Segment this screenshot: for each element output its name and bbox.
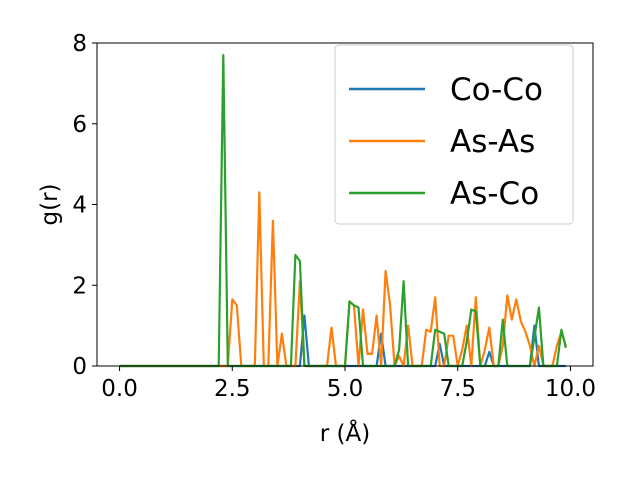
x-axis-title: r (Å): [320, 419, 370, 447]
legend-label-as-co: As-Co: [450, 176, 539, 212]
x-tick-label: 7.5: [439, 376, 476, 402]
y-tick-label: 6: [72, 112, 87, 138]
x-axis-ticks: 0.0 2.5 5.0 7.5 10.0: [101, 366, 596, 402]
y-tick-label: 2: [72, 273, 87, 299]
legend-label-as-as: As-As: [450, 124, 535, 160]
x-tick-label: 2.5: [214, 376, 251, 402]
y-tick-label: 8: [72, 31, 87, 57]
legend: Co-Co As-As As-Co: [334, 44, 574, 225]
x-tick-label: 0.0: [101, 376, 138, 402]
x-tick-label: 5.0: [327, 376, 364, 402]
series-line-as-as: [119, 191, 567, 368]
y-axis-title: g(r): [37, 183, 63, 225]
x-tick-label: 10.0: [545, 376, 596, 402]
legend-label-co-co: Co-Co: [450, 72, 543, 108]
y-axis-ticks: 0 2 4 6 8: [72, 31, 97, 380]
y-tick-label: 0: [72, 354, 87, 380]
y-tick-label: 4: [72, 193, 87, 219]
